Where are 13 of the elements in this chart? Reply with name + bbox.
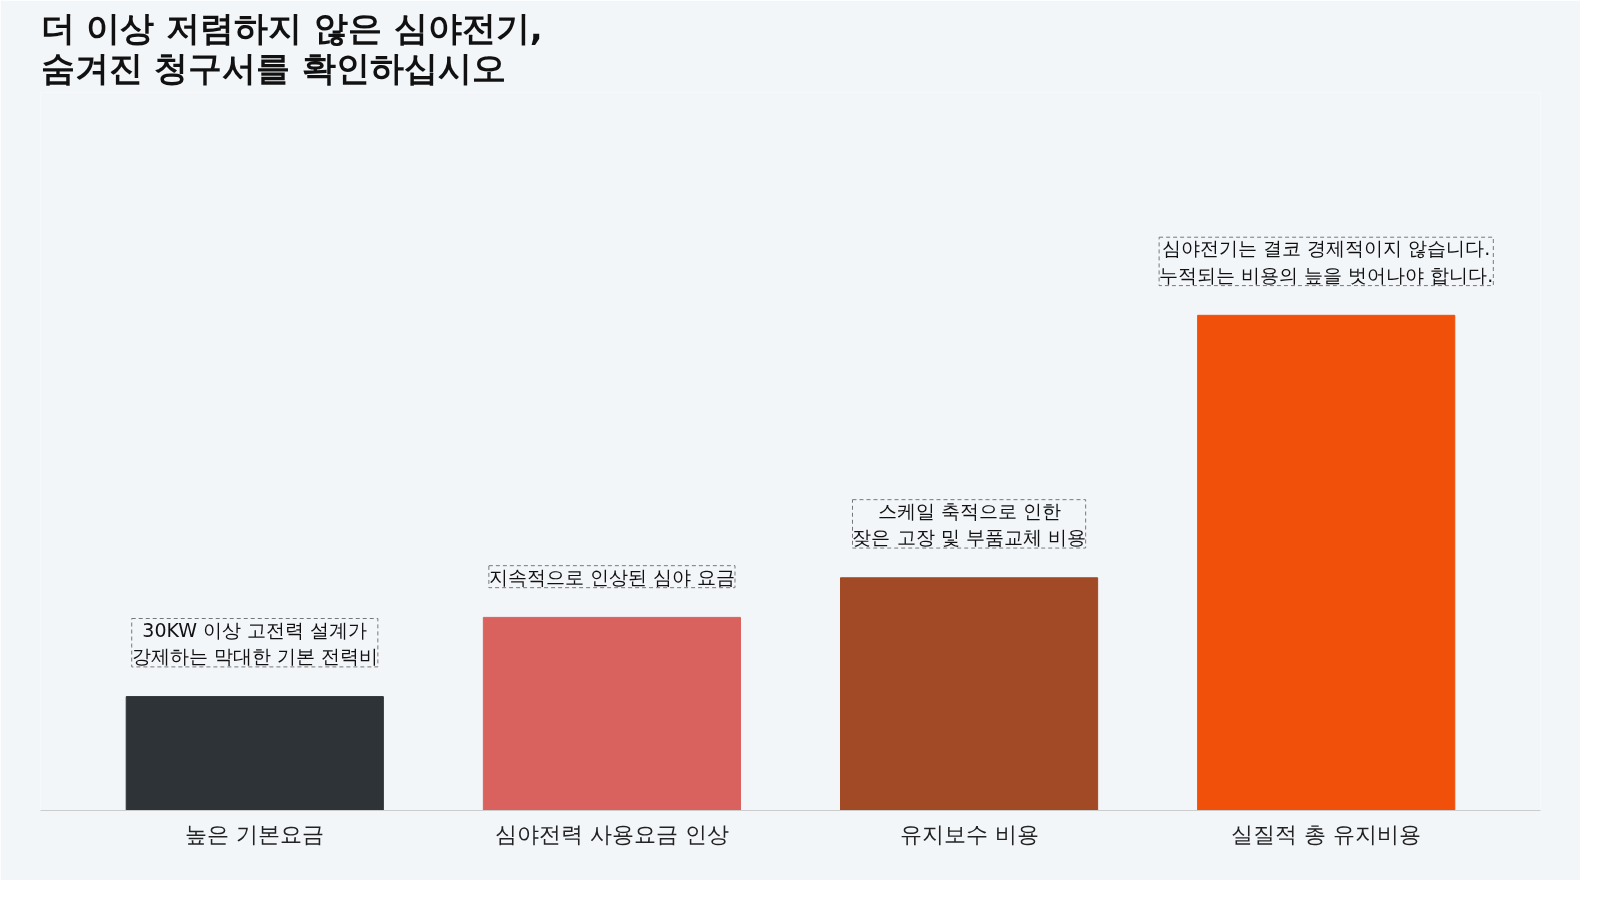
annotation: 지속적으로 인상된 심야 요금 (488, 565, 735, 588)
annotation: 스케일 축적으로 인한 잦은 고장 및 부품교체 비용 (852, 499, 1086, 549)
bar (840, 577, 1099, 811)
x-tick-label: 유지보수 비용 (899, 821, 1039, 847)
bar (482, 616, 741, 811)
bar (1197, 314, 1456, 811)
x-tick-label: 높은 기본요금 (185, 821, 325, 847)
bar (125, 696, 384, 811)
x-tick-label: 실질적 총 유지비용 (1231, 821, 1422, 847)
chart-title: 더 이상 저렴하지 않은 심야전기, 숨겨진 청구서를 확인하십시오 (40, 7, 543, 88)
annotation: 30KW 이상 고전력 설계가 강제하는 막대한 기본 전력비 (131, 618, 378, 667)
x-tick-label: 심야전력 사용요금 인상 (494, 821, 729, 847)
annotation: 심야전기는 결코 경제적이지 않습니다. 누적되는 비용의 늪을 벗어나야 합니다. (1159, 237, 1494, 286)
